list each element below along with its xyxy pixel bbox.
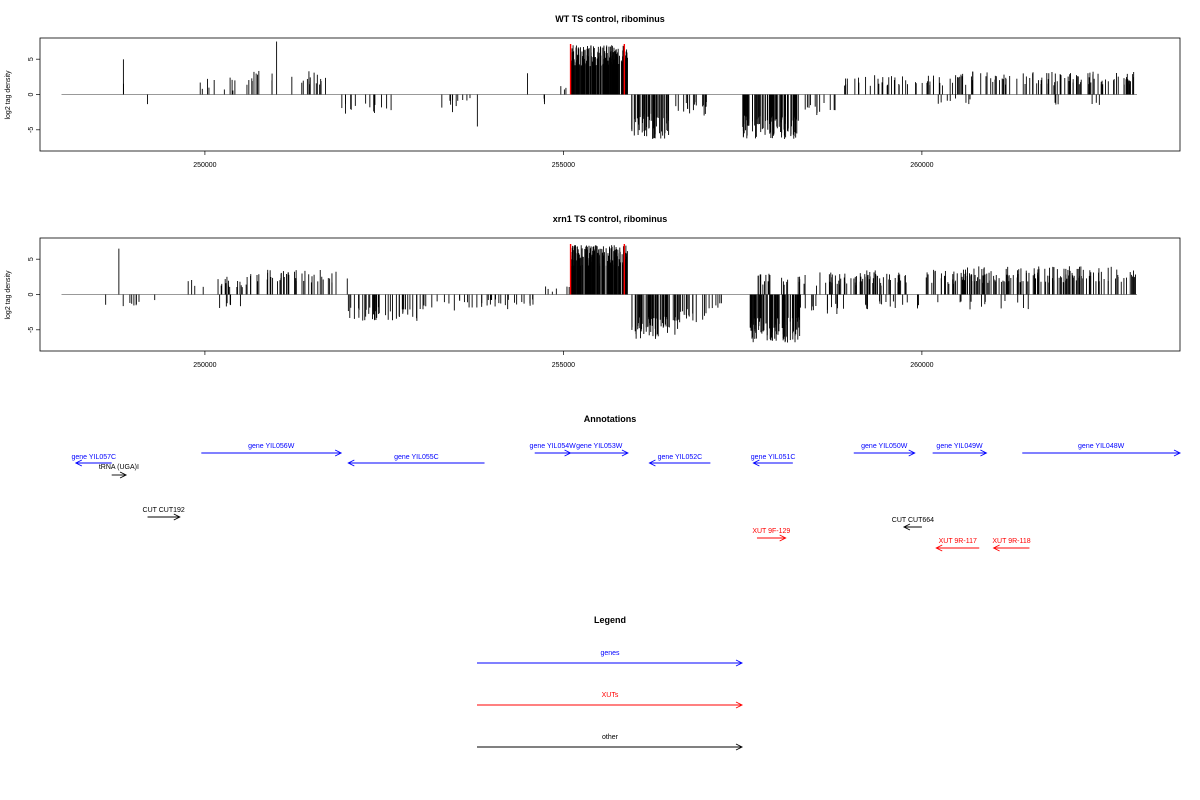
x-tick-label: 250000 — [193, 362, 216, 369]
y-tick-label: 0 — [28, 292, 35, 296]
legend-label: genes — [600, 650, 620, 657]
feature-label: gene YIL049W — [936, 443, 983, 450]
y-tick-label: -5 — [28, 327, 35, 333]
x-tick-label: 250000 — [193, 162, 216, 169]
y-tick-label: 5 — [28, 257, 35, 261]
legend-item: other — [477, 734, 744, 751]
annotation-feature: XUT 9F-129 — [752, 528, 790, 542]
arrow-head — [334, 449, 343, 457]
y-tick-label: -5 — [28, 127, 35, 133]
feature-label: XUT 9R-118 — [992, 538, 1030, 545]
arrow-head — [74, 459, 83, 467]
wt-coverage-panel: WT TS control, ribominus log2 tag densit… — [5, 14, 1181, 169]
arrow-head — [902, 523, 911, 531]
xrn1-coverage-panel: xrn1 TS control, ribominus log2 tag dens… — [5, 214, 1181, 369]
feature-label: gene YIL057C — [71, 454, 116, 461]
annotation-feature: XUT 9R-118 — [992, 538, 1031, 552]
legend: Legend genes XUTs other — [477, 615, 744, 751]
legend-item: genes — [477, 650, 744, 667]
x-tick-label: 255000 — [552, 362, 575, 369]
feature-label: XUT 9R-117 — [939, 538, 977, 545]
arrow-head — [621, 449, 629, 457]
feature-label: gene YIL048W — [1078, 443, 1125, 450]
annotation-feature: gene YIL052C — [648, 454, 711, 467]
legend-arrow-head — [735, 701, 744, 709]
annotation-feature: CUT CUT192 — [143, 507, 185, 521]
arrow-head — [347, 459, 355, 467]
annotation-track: Annotations gene YIL057C tRNA (UGA)I gene … — [71, 414, 1182, 552]
x-tick-label: 255000 — [552, 162, 575, 169]
feature-label: gene YIL056W — [248, 443, 295, 450]
annotation-feature: CUT CUT664 — [892, 517, 934, 531]
feature-label: gene YIL054W — [530, 443, 577, 450]
feature-label: gene YIL050W — [861, 443, 908, 450]
legend-title: Legend — [594, 615, 626, 625]
y-tick-label: 0 — [28, 92, 35, 96]
annotation-feature: gene YIL054W — [530, 443, 577, 457]
arrow-head — [119, 471, 128, 479]
panel-title: WT TS control, ribominus — [555, 14, 665, 24]
arrow-head — [908, 449, 916, 457]
feature-label: gene YIL053W — [576, 443, 623, 450]
annotation-feature: gene YIL055C — [347, 454, 485, 467]
x-tick-label: 260000 — [910, 162, 933, 169]
feature-label: gene YIL052C — [658, 454, 703, 461]
feature-label: XUT 9F-129 — [752, 528, 790, 535]
arrow-head — [980, 449, 988, 457]
annotation-feature: gene YIL050W — [853, 443, 916, 457]
arrow-head — [992, 544, 1000, 552]
arrow-head — [173, 513, 181, 521]
annotation-feature: gene YIL051C — [751, 454, 796, 467]
feature-label: gene YIL055C — [394, 454, 439, 461]
y-axis-label: log2 tag density — [5, 270, 12, 320]
legend-arrow-head — [735, 743, 744, 751]
arrow-head — [648, 459, 656, 467]
arrow-head — [752, 459, 760, 467]
y-tick-label: 5 — [28, 57, 35, 61]
feature-label: CUT CUT664 — [892, 517, 934, 524]
arrow-head — [779, 534, 787, 542]
legend-arrow-head — [735, 659, 744, 667]
x-tick-label: 260000 — [910, 362, 933, 369]
arrow-head — [935, 544, 943, 552]
legend-item: XUTs — [477, 692, 744, 709]
annotation-feature: gene YIL048W — [1022, 443, 1182, 457]
feature-label: gene YIL051C — [751, 454, 796, 461]
annotation-feature: XUT 9R-117 — [935, 538, 980, 552]
annotation-feature: tRNA (UGA)I — [99, 464, 139, 479]
legend-label: XUTs — [602, 692, 619, 699]
legend-label: other — [602, 734, 619, 741]
annotation-feature: gene YIL049W — [932, 443, 988, 457]
y-axis-label: log2 tag density — [5, 70, 12, 120]
annotations-title: Annotations — [584, 414, 637, 424]
feature-label: CUT CUT192 — [143, 507, 185, 514]
arrow-head — [1173, 449, 1182, 457]
feature-label: tRNA (UGA)I — [99, 464, 139, 471]
annotation-feature: gene YIL053W — [570, 443, 629, 457]
panel-title: xrn1 TS control, ribominus — [553, 214, 668, 224]
annotation-feature: gene YIL056W — [201, 443, 343, 457]
annotation-feature: gene YIL057C — [71, 454, 116, 467]
